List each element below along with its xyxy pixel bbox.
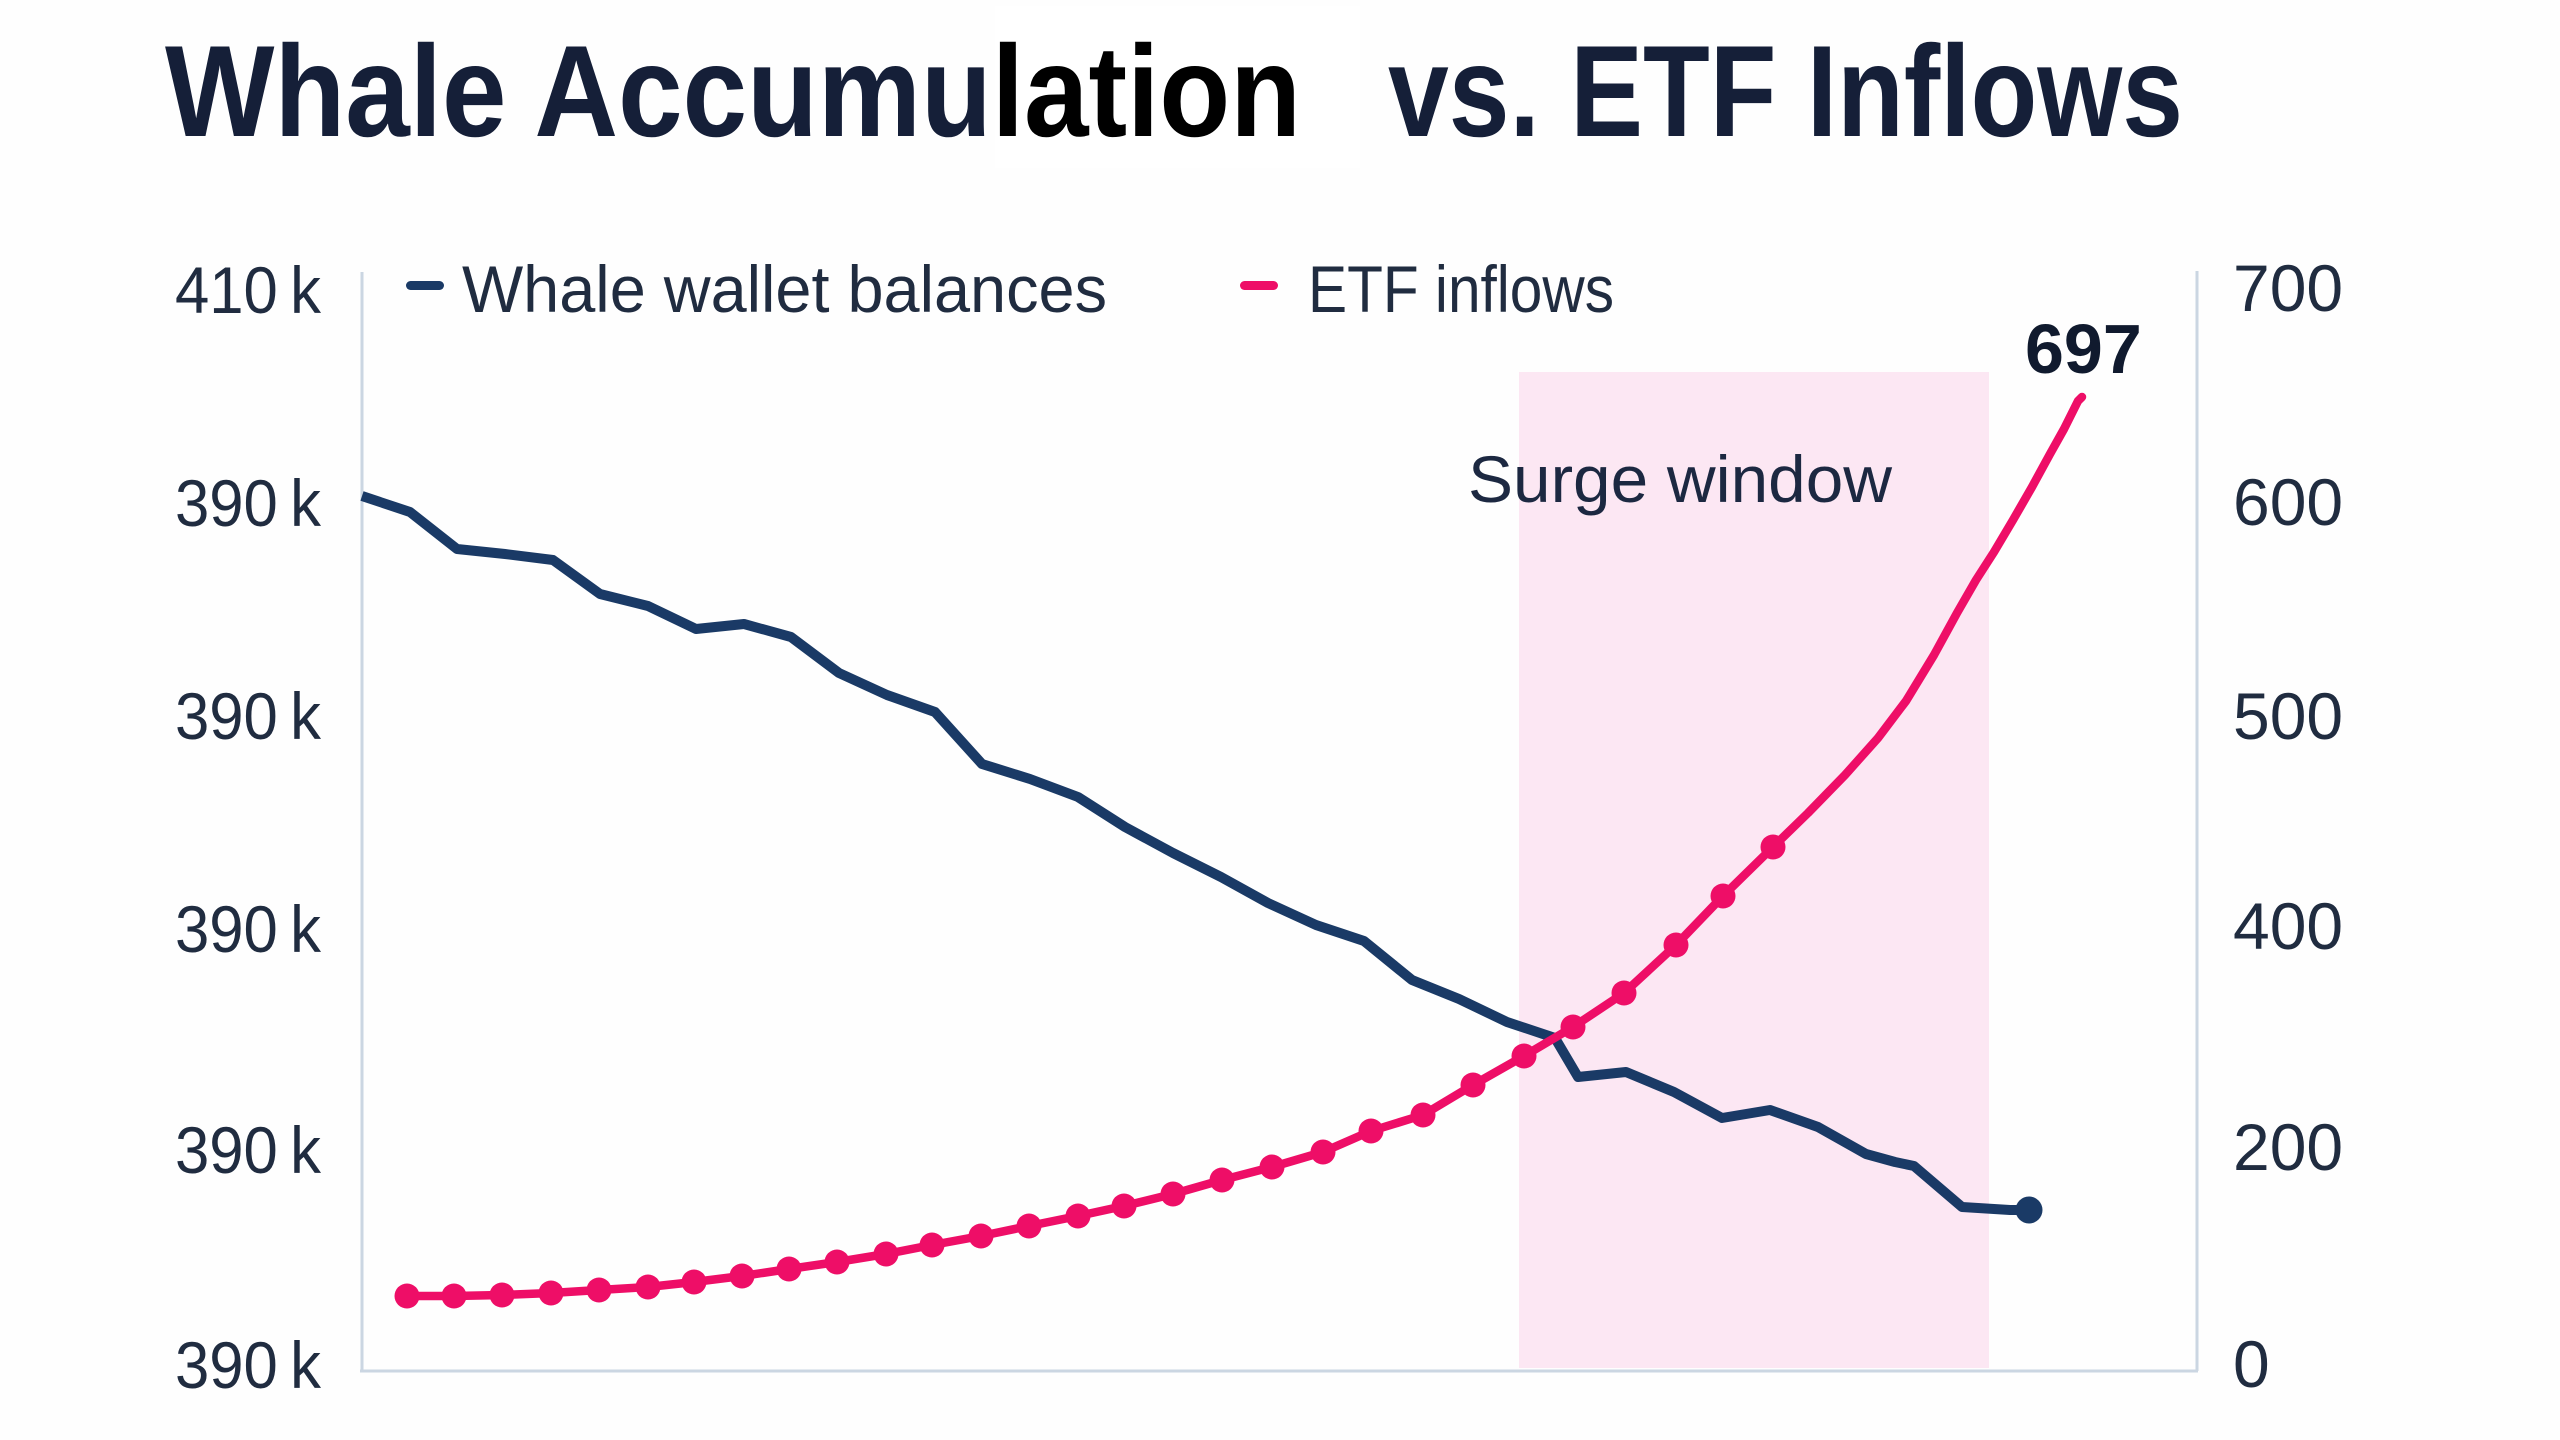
svg-text:Whale wallet balances: Whale wallet balances [462,252,1107,326]
svg-text:700: 700 [2233,251,2343,325]
svg-text:390 k: 390 k [175,1113,322,1187]
svg-text:ETF inflows: ETF inflows [1308,252,1614,326]
svg-text:390 k: 390 k [175,1328,322,1402]
svg-text:200: 200 [2233,1110,2343,1184]
svg-text:Surge window: Surge window [1468,442,1892,516]
svg-text:0: 0 [2233,1327,2270,1401]
svg-text:Whale Accumulation: Whale Accumulation [165,18,1301,164]
svg-text:390 k: 390 k [175,892,322,966]
svg-text:390 k: 390 k [175,679,322,753]
svg-text:vs. ETF Inflows: vs. ETF Inflows [1388,18,2183,164]
svg-text:400: 400 [2233,889,2343,963]
svg-text:390 k: 390 k [175,466,322,540]
svg-text:410 k: 410 k [175,253,322,327]
svg-text:600: 600 [2233,465,2343,539]
svg-text:500: 500 [2233,679,2343,753]
svg-text:697: 697 [2025,310,2142,388]
